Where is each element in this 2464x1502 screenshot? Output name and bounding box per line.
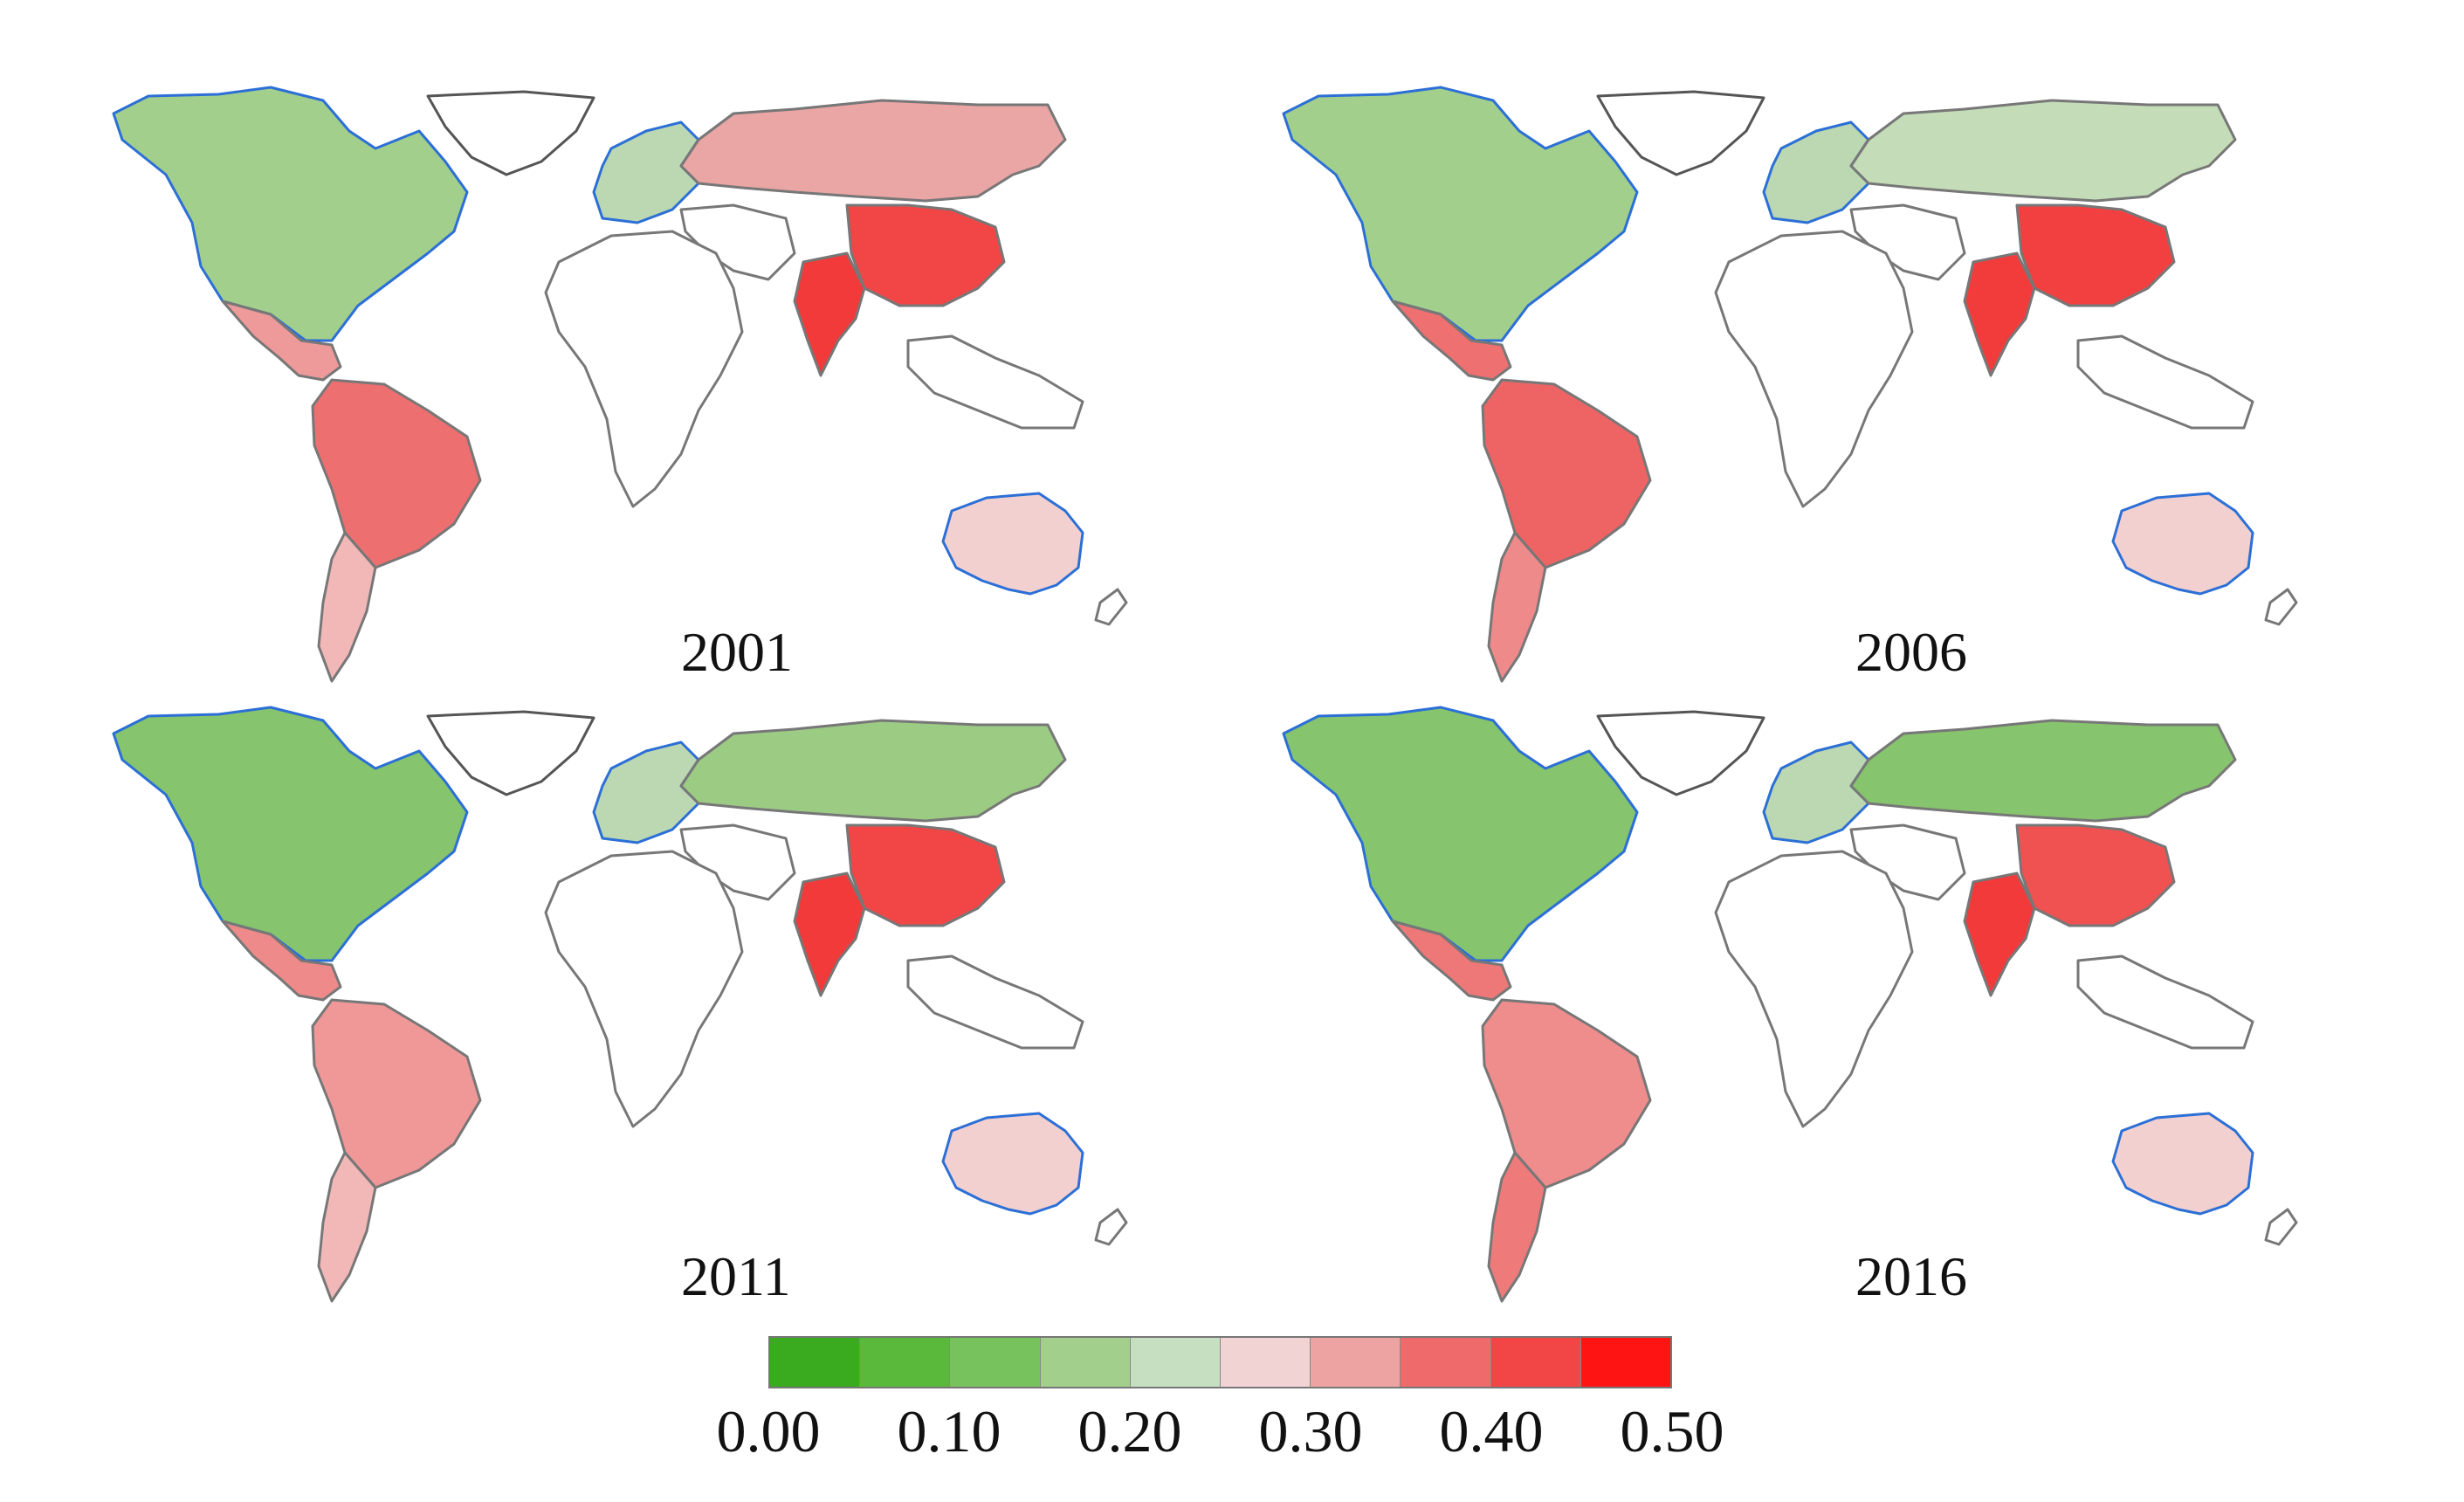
- region-russia: [679, 719, 1067, 823]
- legend-tick-label: 0.00: [716, 1398, 821, 1464]
- map-panel-2006: 2006: [1240, 79, 2410, 707]
- legend-tick-label: 0.10: [897, 1398, 1001, 1464]
- region-north-america: [112, 706, 469, 962]
- color-scale-legend: 0.00 0.10 0.20 0.30 0.40 0.50: [717, 1336, 1724, 1476]
- world-map-2016: [1282, 706, 2298, 1303]
- legend-swatch: [1221, 1338, 1311, 1387]
- region-africa: [544, 230, 744, 508]
- region-south-cone: [317, 531, 377, 683]
- region-central-america: [221, 300, 342, 382]
- legend-tick-label: 0.20: [1077, 1398, 1182, 1464]
- world-map-2001: [112, 86, 1128, 683]
- region-russia: [1849, 719, 2237, 823]
- world-map-2006: [1282, 86, 2298, 683]
- map-panel-2001: 2001: [70, 79, 1240, 707]
- panel-year-2001: 2001: [681, 621, 793, 683]
- region-greenland: [426, 710, 595, 796]
- world-map-2011: [112, 706, 1128, 1303]
- region-se-asia: [2076, 334, 2254, 430]
- region-new-zealand: [1094, 588, 1128, 626]
- map-panel-2011: 2011: [70, 699, 1240, 1327]
- region-central-america: [1391, 300, 1512, 382]
- region-china: [845, 203, 1006, 307]
- region-china: [2015, 203, 2176, 307]
- region-russia: [679, 99, 1067, 203]
- region-se-asia: [2076, 954, 2254, 1050]
- region-middle-east: [1849, 823, 1966, 901]
- legend-swatch: [1130, 1338, 1222, 1387]
- region-central-america: [1391, 920, 1512, 1002]
- region-se-asia: [906, 954, 1084, 1050]
- legend-tick-label: 0.40: [1439, 1398, 1544, 1464]
- panel-year-2011: 2011: [681, 1245, 791, 1307]
- region-new-zealand: [2264, 588, 2298, 626]
- legend-swatch: [1040, 1338, 1131, 1387]
- region-south-cone: [1487, 531, 1547, 683]
- region-australia: [2111, 1112, 2254, 1216]
- region-russia: [1849, 99, 2237, 203]
- region-south-america: [1481, 998, 1652, 1189]
- legend-tick-label: 0.50: [1620, 1398, 1724, 1464]
- legend-swatch: [860, 1338, 951, 1387]
- region-greenland: [426, 90, 595, 176]
- panel-year-2016: 2016: [1855, 1245, 1967, 1307]
- map-panel-2016: 2016: [1240, 699, 2410, 1327]
- region-australia: [941, 1112, 1084, 1216]
- region-africa: [1714, 850, 1914, 1128]
- region-africa: [1714, 230, 1914, 508]
- region-south-cone: [1487, 1151, 1547, 1303]
- region-greenland: [1596, 90, 1765, 176]
- region-new-zealand: [2264, 1208, 2298, 1246]
- region-india: [1963, 872, 2036, 997]
- legend-swatch: [770, 1338, 861, 1387]
- legend-swatch: [1490, 1338, 1581, 1387]
- region-middle-east: [1849, 203, 1966, 281]
- region-africa: [544, 850, 744, 1128]
- region-europe: [592, 741, 700, 844]
- region-north-america: [1282, 706, 1639, 962]
- region-middle-east: [679, 823, 796, 901]
- legend-swatch: [1401, 1338, 1491, 1387]
- color-scale-bar: [768, 1336, 1672, 1388]
- panel-year-2006: 2006: [1855, 621, 1967, 683]
- region-south-america: [1481, 378, 1652, 569]
- region-india: [793, 251, 866, 377]
- legend-tick-label: 0.30: [1258, 1398, 1363, 1464]
- region-china: [845, 823, 1006, 927]
- region-new-zealand: [1094, 1208, 1128, 1246]
- region-europe: [592, 121, 700, 224]
- region-europe: [1762, 121, 1870, 224]
- region-south-america: [311, 998, 482, 1189]
- region-australia: [2111, 492, 2254, 596]
- region-north-america: [112, 86, 469, 342]
- region-greenland: [1596, 710, 1765, 796]
- region-china: [2015, 823, 2176, 927]
- legend-swatch: [950, 1338, 1041, 1387]
- region-europe: [1762, 741, 1870, 844]
- legend-swatch: [1311, 1338, 1401, 1387]
- region-south-cone: [317, 1151, 377, 1303]
- region-se-asia: [906, 334, 1084, 430]
- region-south-america: [311, 378, 482, 569]
- region-india: [793, 872, 866, 997]
- region-india: [1963, 251, 2036, 377]
- region-middle-east: [679, 203, 796, 281]
- region-central-america: [221, 920, 342, 1002]
- legend-swatch: [1580, 1338, 1671, 1387]
- region-australia: [941, 492, 1084, 596]
- region-north-america: [1282, 86, 1639, 342]
